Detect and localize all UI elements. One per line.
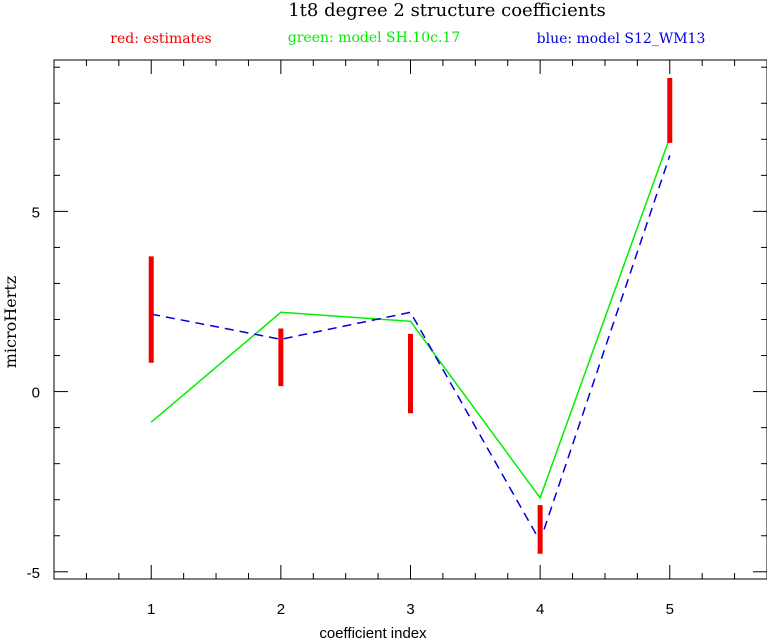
x-tick-label: 5 <box>666 601 674 618</box>
series-line-green <box>150 137 671 500</box>
series-line-blue <box>151 155 671 544</box>
x-tick-label: 4 <box>536 601 544 618</box>
legend-estimates: red: estimates <box>110 31 211 47</box>
series-layer <box>150 137 671 544</box>
x-tick-label: 2 <box>277 601 285 618</box>
plot-frame <box>53 59 767 580</box>
x-tick-label: 3 <box>406 601 414 618</box>
legend-model-sh10c17: green: model SH.10c.17 <box>288 30 460 46</box>
x-tick-label: 1 <box>147 601 155 618</box>
y-tick-label: 0 <box>32 385 40 402</box>
y-tick-label: -5 <box>27 565 40 582</box>
estimates-layer <box>148 78 673 554</box>
chart-title: 1t8 degree 2 structure coefficients <box>288 0 606 21</box>
legend-model-s12wm13: blue: model S12_WM13 <box>537 31 706 47</box>
x-axis-label: coefficient index <box>319 625 427 641</box>
y-axis-label: microHertz <box>1 276 20 368</box>
y-tick-label: 5 <box>32 204 40 221</box>
axis-ticks <box>54 60 767 579</box>
tick-labels: 1 2 3 4 5 -5 0 5 <box>27 204 674 618</box>
